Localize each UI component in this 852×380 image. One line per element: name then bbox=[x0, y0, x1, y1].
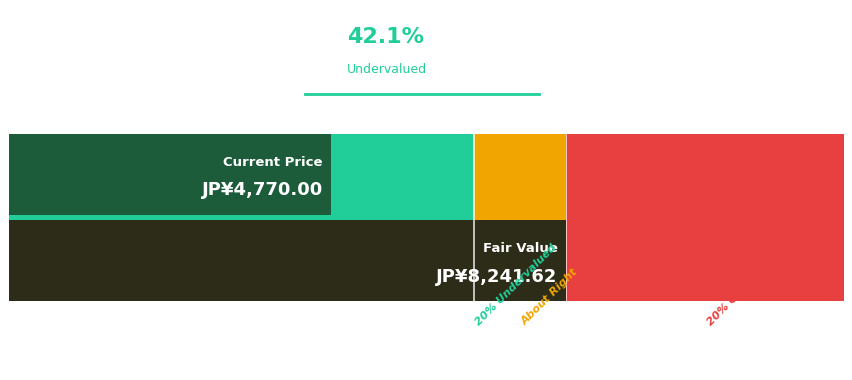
Text: JP¥8,241.62: JP¥8,241.62 bbox=[435, 268, 557, 285]
Text: About Right: About Right bbox=[519, 267, 579, 327]
Bar bbox=[565, 134, 567, 301]
Bar bbox=[472, 134, 565, 301]
Bar bbox=[9, 134, 472, 301]
Text: Undervalued: Undervalued bbox=[347, 62, 427, 76]
Bar bbox=[9, 134, 331, 215]
Bar bbox=[472, 134, 474, 301]
Text: 20% Overvalued: 20% Overvalued bbox=[705, 248, 784, 327]
Bar bbox=[9, 220, 565, 301]
Text: JP¥4,770.00: JP¥4,770.00 bbox=[201, 182, 322, 200]
Text: 42.1%: 42.1% bbox=[347, 27, 423, 48]
Text: 20% Undervalued: 20% Undervalued bbox=[472, 242, 557, 327]
Text: Current Price: Current Price bbox=[223, 156, 322, 169]
Text: Fair Value: Fair Value bbox=[482, 242, 557, 255]
Bar bbox=[565, 134, 843, 301]
